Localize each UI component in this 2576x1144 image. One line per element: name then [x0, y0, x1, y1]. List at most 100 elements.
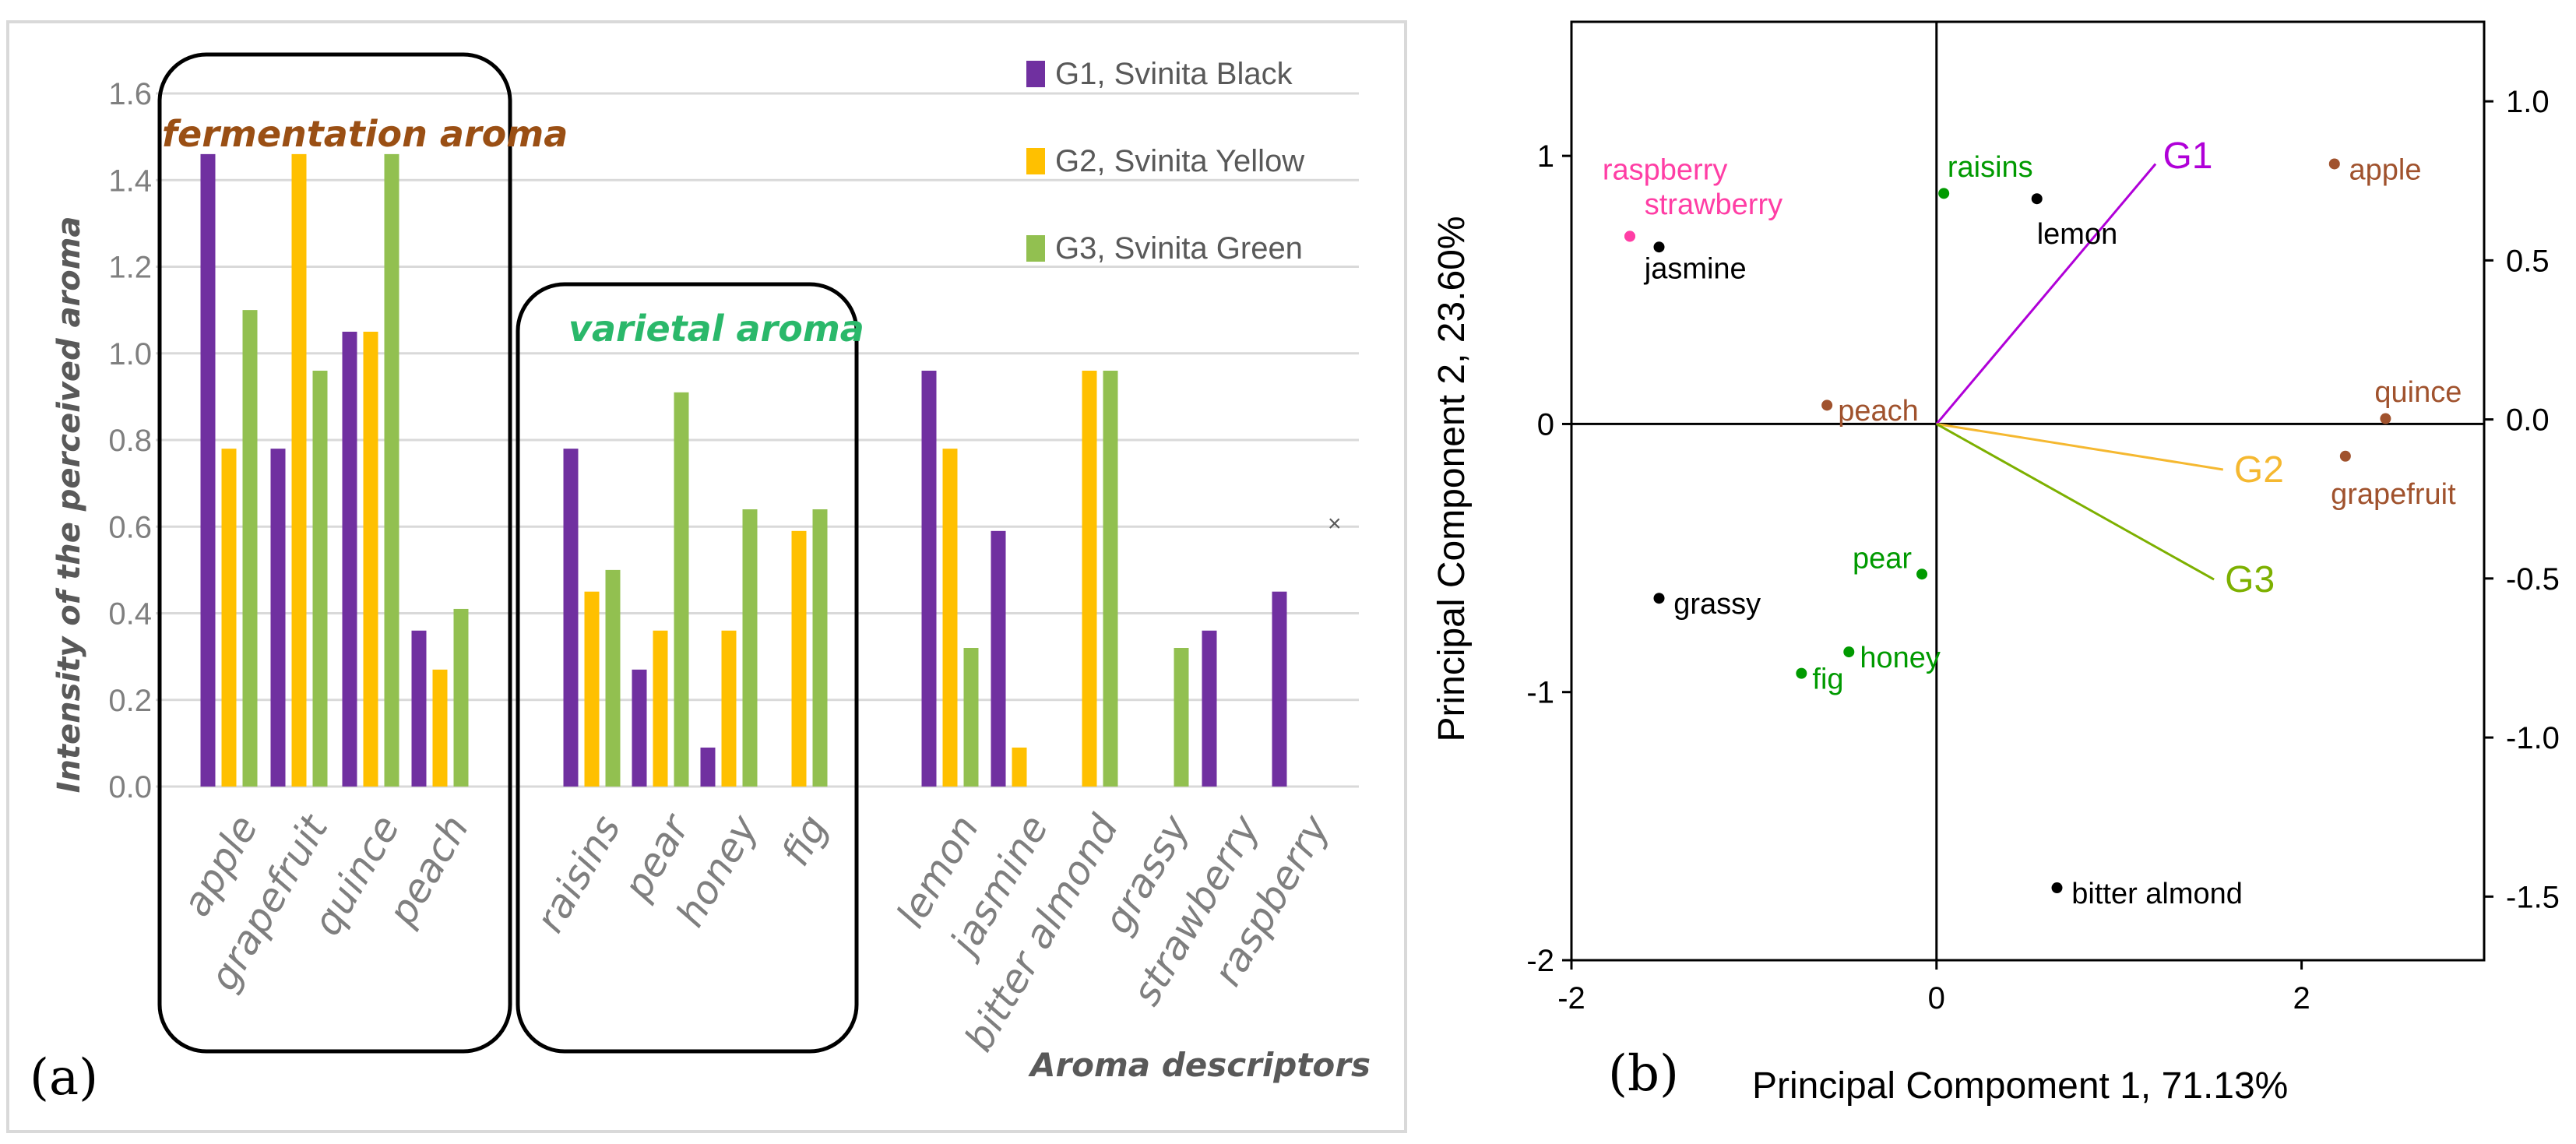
- point-quince: [2380, 413, 2391, 424]
- bar-strawberry-g1: [1202, 630, 1217, 787]
- bar-grassy-g3: [1174, 648, 1189, 787]
- fermentation-aroma-title: fermentation aroma: [162, 113, 568, 155]
- bar-pear-g1: [632, 669, 647, 787]
- point-label: fig: [1812, 664, 1843, 696]
- right-tick-label: 1.0: [2506, 85, 2550, 119]
- point-grapefruit: [2339, 450, 2351, 462]
- bar-quince-g1: [342, 331, 357, 787]
- point-peach: [1821, 400, 1833, 411]
- point-label: grapefruit: [2331, 478, 2456, 511]
- fermentation-group-box: [157, 52, 512, 1054]
- y-tick-label: 1: [1537, 139, 1554, 174]
- bar-lemon-g1: [921, 371, 937, 787]
- point-strawberry: [1624, 231, 1636, 242]
- panel-a-bars: [200, 153, 1287, 787]
- vector-G2: [1936, 422, 2224, 471]
- bar-pear-g3: [674, 392, 689, 787]
- point-label: pear: [1853, 543, 1912, 576]
- point-grassy: [1653, 593, 1665, 604]
- point-honey: [1843, 646, 1855, 658]
- y-tick-label: 1.6: [108, 77, 152, 111]
- y-tick-label: 1.4: [108, 164, 152, 198]
- point-label: strawberry: [1645, 188, 1782, 221]
- bar-bitter-almond-g3: [1103, 371, 1118, 787]
- panel-b-x-axis-title: Principal Compoment 1, 71.13%: [1752, 1065, 2288, 1107]
- point-jasmine: [1653, 241, 1665, 253]
- bar-lemon-g3: [963, 648, 979, 787]
- point-raisins: [1938, 188, 1950, 199]
- bar-grapefruit-g1: [270, 449, 286, 787]
- panel-b-label: (b): [1608, 1045, 1679, 1103]
- bar-peach-g2: [432, 669, 448, 787]
- right-tick-label: -0.5: [2506, 562, 2560, 597]
- stray-x-mark: ×: [1328, 511, 1342, 537]
- point-fig: [1796, 667, 1807, 679]
- bar-peach-g1: [411, 630, 427, 787]
- vector-G3: [1936, 423, 2215, 581]
- bar-fig-g3: [812, 509, 828, 787]
- point-label: peach: [1838, 395, 1919, 428]
- bar-fig-g2: [791, 530, 807, 787]
- y-tick-label: 0: [1537, 407, 1554, 442]
- y-tick-label: 1.0: [108, 337, 152, 371]
- panel-a-x-axis-title: Aroma descriptors: [1028, 1046, 1371, 1084]
- bar-quince-g2: [363, 331, 378, 787]
- right-tick-label: -1.5: [2506, 880, 2560, 914]
- y-tick-label: 0.0: [108, 770, 152, 804]
- bar-raisins-g2: [584, 591, 600, 787]
- x-tick-label: 2: [2293, 981, 2310, 1016]
- bar-grapefruit-g2: [291, 153, 307, 787]
- bar-raisins-g1: [563, 449, 579, 787]
- point-label: raisins: [1948, 151, 2033, 184]
- point-label: quince: [2374, 376, 2462, 409]
- y-tick-label: 0.2: [108, 684, 152, 718]
- right-tick-label: 0.0: [2506, 403, 2550, 438]
- panel-b-y-axis-title: Principal Component 2, 23.60%: [1431, 216, 1473, 741]
- bar-bitter-almond-g2: [1082, 371, 1097, 787]
- varietal-group-box: [516, 282, 859, 1054]
- bar-grapefruit-g3: [312, 371, 328, 787]
- point-lemon: [2031, 193, 2043, 205]
- bar-honey-g3: [742, 509, 758, 787]
- bar-apple-g1: [200, 153, 216, 787]
- bar-honey-g1: [700, 747, 716, 787]
- vector-label: G1: [2163, 136, 2212, 177]
- x-tick-label: -2: [1557, 981, 1585, 1016]
- bar-peach-g3: [453, 608, 469, 787]
- point-pear: [1916, 568, 1928, 580]
- bar-raisins-g3: [605, 569, 621, 787]
- varietal-aroma-title: varietal aroma: [568, 308, 864, 350]
- panel-a-y-axis-title: Intensity of the perceived aroma: [51, 216, 87, 794]
- panel-a-legend: G1, Svinita Black G2, Svinita Yellow G3,…: [1026, 57, 1304, 266]
- legend-swatch-g1: [1026, 61, 1045, 87]
- legend-swatch-g3: [1026, 235, 1045, 262]
- y-tick-label: 0.6: [108, 510, 152, 544]
- panel-b-plot-area: [1570, 20, 2486, 962]
- point-label: grassy: [1673, 588, 1761, 621]
- panel-b-axes: -2 0 2 -2 -1 0 1 -1.5 -1.0 -0.5 0.0 0.5 1.0: [1526, 22, 2560, 1016]
- point-label: honey: [1860, 642, 1941, 674]
- y-tick-label: 1.2: [108, 251, 152, 285]
- y-tick-label: 0.8: [108, 424, 152, 458]
- legend-swatch-g2: [1026, 148, 1045, 174]
- panel-a-label: (a): [30, 1049, 98, 1107]
- panel-a-frame: [6, 20, 1407, 1133]
- right-tick-label: 0.5: [2506, 244, 2550, 278]
- vector-label: G2: [2234, 449, 2284, 491]
- x-tick-label: 0: [1928, 981, 1945, 1016]
- point-label: bitter almond: [2071, 878, 2243, 910]
- bar-honey-g2: [721, 630, 737, 787]
- bar-raspberry-g1: [1272, 591, 1287, 787]
- point-bitter-almond: [2051, 882, 2063, 894]
- bar-pear-g2: [653, 630, 668, 787]
- bar-apple-g2: [221, 449, 237, 787]
- bar-apple-g3: [242, 310, 258, 787]
- bar-jasmine-g1: [991, 530, 1006, 787]
- point-label: raspberry: [1603, 153, 1728, 186]
- y-tick-label: 0.4: [108, 597, 152, 632]
- vector-G1: [1935, 163, 2157, 425]
- point-label: apple: [2349, 153, 2422, 186]
- point-apple: [2328, 158, 2340, 170]
